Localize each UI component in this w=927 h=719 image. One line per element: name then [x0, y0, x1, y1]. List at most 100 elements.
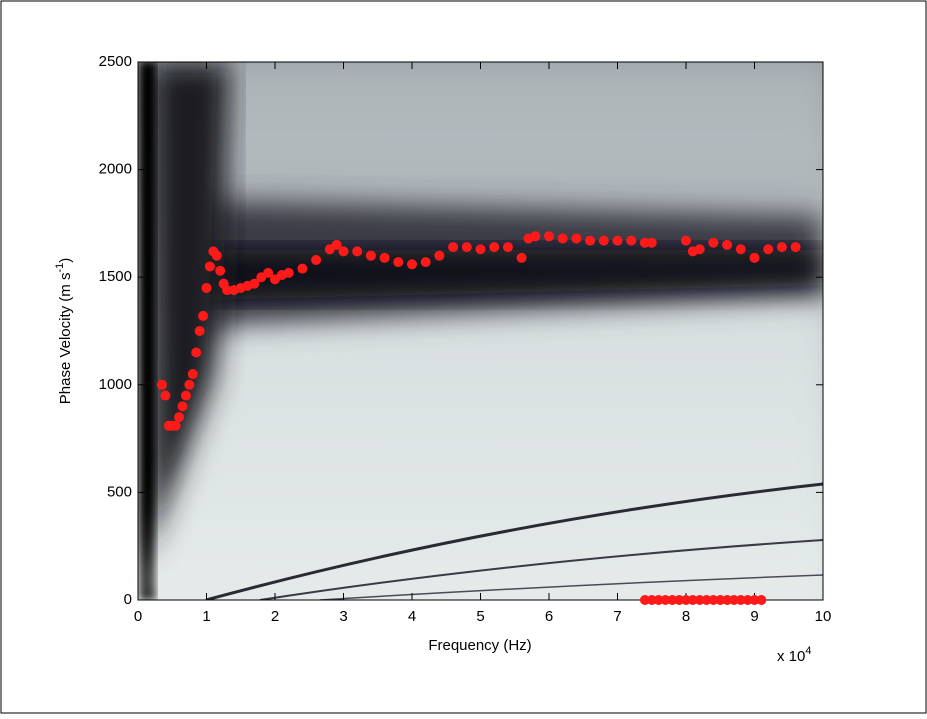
- y-axis-label-exponent: -1: [54, 263, 66, 273]
- scatter-point: [646, 595, 657, 605]
- scatter-point: [156, 379, 167, 390]
- y-tick-label: 2500: [99, 53, 132, 70]
- scatter-point: [187, 369, 198, 380]
- scatter-point: [660, 595, 671, 605]
- scatter-point: [194, 326, 205, 336]
- scatter-point: [626, 235, 637, 246]
- scatter-point: [204, 261, 215, 272]
- scatter-point: [461, 242, 472, 253]
- scatter-point: [201, 282, 212, 293]
- x-tick-label: 3: [339, 608, 347, 625]
- scatter-point: [489, 242, 500, 253]
- scatter-point: [701, 595, 712, 605]
- x-tick-label: 8: [682, 608, 690, 625]
- scatter-point: [749, 595, 760, 605]
- scatter-point: [749, 252, 760, 263]
- scatter-point: [646, 237, 657, 248]
- scatter-point: [475, 244, 486, 255]
- y-tick-label: 1500: [99, 268, 132, 285]
- scatter-point: [249, 278, 260, 289]
- scatter-point: [222, 285, 233, 296]
- scatter-point: [687, 595, 698, 605]
- scatter-point: [763, 244, 774, 255]
- scatter-point: [708, 595, 719, 605]
- scatter-point: [211, 250, 222, 261]
- scatter-point: [379, 252, 390, 263]
- x-tick-label: 4: [408, 608, 416, 625]
- scatter-point: [639, 237, 650, 248]
- scatter-point: [674, 595, 685, 605]
- scatter-point: [653, 595, 664, 605]
- scatter-point: [735, 595, 746, 605]
- scatter-point: [756, 595, 767, 605]
- scatter-point: [722, 239, 733, 250]
- scatter-point: [170, 420, 181, 431]
- scatter-point: [263, 267, 274, 278]
- scatter-point: [215, 265, 226, 276]
- x-multiplier-base: x 10: [777, 648, 805, 665]
- scatter-point: [681, 235, 691, 246]
- scatter-point: [311, 254, 322, 265]
- x-multiplier: x 104: [777, 645, 811, 665]
- y-axis-label: Phase Velocity (m s-1): [54, 258, 74, 405]
- scatter-point: [530, 231, 541, 242]
- scatter-point: [448, 242, 459, 253]
- scatter-point: [174, 412, 185, 423]
- scatter-point: [776, 242, 787, 253]
- y-axis-label-text: Phase Velocity (m s: [57, 273, 74, 405]
- scatter-point: [544, 231, 554, 242]
- y-tick-label: 0: [124, 591, 132, 608]
- scatter-point: [694, 244, 705, 255]
- y-tick-label: 500: [107, 483, 132, 500]
- scatter-point: [516, 252, 527, 263]
- scatter-point: [639, 595, 650, 605]
- scatter-point: [352, 246, 363, 257]
- scatter-point: [184, 379, 195, 390]
- scatter-point: [338, 246, 349, 257]
- scatter-point: [722, 595, 733, 605]
- scatter-point: [420, 257, 431, 268]
- scatter-point: [715, 595, 726, 605]
- scatter-point: [393, 257, 404, 268]
- scatter-point: [790, 242, 801, 253]
- scatter-point: [177, 401, 188, 412]
- scatter-point: [180, 390, 191, 401]
- scatter-point: [571, 233, 582, 244]
- x-axis-label: Frequency (Hz): [428, 637, 531, 654]
- scatter-point: [694, 595, 705, 605]
- dispersion-image: [138, 62, 823, 600]
- x-tick-label: 10: [815, 608, 832, 625]
- y-tick-label: 2000: [99, 161, 132, 178]
- x-tick-label: 6: [545, 608, 553, 625]
- scatter-point: [708, 237, 719, 248]
- x-tick-label: 5: [476, 608, 484, 625]
- scatter-point: [681, 595, 691, 605]
- x-tick-label: 0: [134, 608, 142, 625]
- scatter-point: [598, 235, 609, 246]
- scatter-point: [160, 390, 171, 401]
- scatter-point: [407, 259, 417, 270]
- x-tick-label: 9: [750, 608, 758, 625]
- scatter-point: [557, 233, 568, 244]
- x-tick-label: 7: [613, 608, 621, 625]
- x-multiplier-exponent: 4: [805, 645, 811, 657]
- scatter-point: [502, 242, 513, 253]
- scatter-point: [191, 347, 202, 358]
- scatter-point: [434, 250, 445, 261]
- scatter-point: [297, 263, 308, 274]
- scatter-point: [735, 244, 746, 255]
- x-tick-label: 1: [202, 608, 210, 625]
- y-axis-label-text: ): [57, 258, 74, 263]
- scatter-point: [585, 235, 596, 246]
- scatter-point: [331, 239, 342, 250]
- x-tick-label: 2: [271, 608, 279, 625]
- scatter-point: [728, 595, 739, 605]
- scatter-point: [365, 250, 376, 261]
- scatter-point: [612, 235, 623, 246]
- y-tick-label: 1000: [99, 376, 132, 393]
- scatter-point: [198, 310, 209, 321]
- scatter-point: [283, 267, 294, 278]
- scatter-point: [667, 595, 678, 605]
- scatter-point: [742, 595, 753, 605]
